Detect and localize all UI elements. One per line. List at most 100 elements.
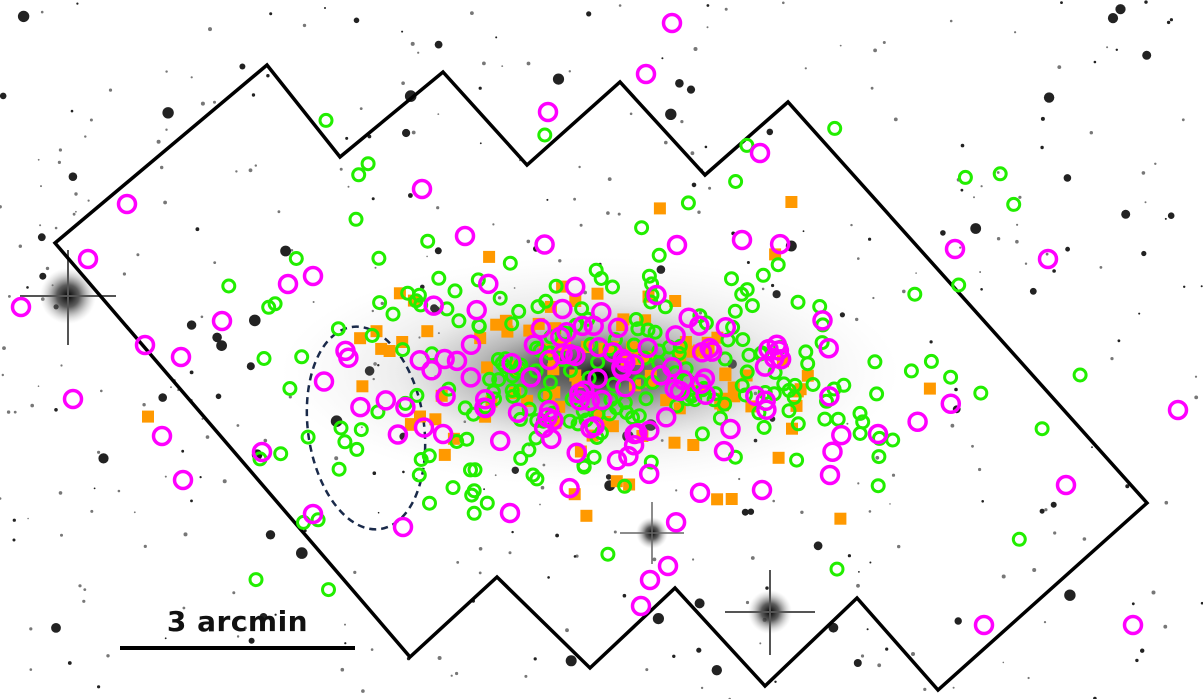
magenta-circle-marker <box>338 347 359 369</box>
green-circle-marker <box>504 383 520 398</box>
star <box>813 541 823 551</box>
orange-square-marker <box>490 318 503 331</box>
star <box>213 100 216 104</box>
magenta-circle-marker <box>454 225 476 247</box>
star <box>539 503 541 506</box>
magenta-circle-marker <box>665 325 686 346</box>
star <box>89 118 93 122</box>
star <box>949 19 953 23</box>
green-circle-marker <box>333 420 349 436</box>
green-circle-marker <box>530 299 546 315</box>
star <box>426 255 428 258</box>
star <box>434 247 442 255</box>
magenta-circle-marker <box>669 380 691 402</box>
star <box>923 687 927 692</box>
star <box>1050 501 1057 508</box>
star <box>249 314 261 327</box>
star <box>78 584 82 588</box>
star <box>980 185 983 188</box>
star <box>199 476 202 479</box>
star <box>164 475 167 478</box>
magenta-circle-marker <box>661 12 683 34</box>
green-circle-marker <box>606 376 621 392</box>
magenta-circle-marker <box>638 463 660 485</box>
magenta-circle-marker <box>867 423 889 445</box>
star <box>156 139 161 144</box>
magenta-circle-marker <box>474 389 496 410</box>
magenta-circle-marker <box>523 334 545 355</box>
star <box>39 272 47 280</box>
magenta-circle-marker <box>646 284 667 306</box>
star <box>259 613 268 621</box>
star <box>573 197 576 201</box>
green-circle-marker <box>836 377 852 393</box>
star <box>478 547 483 551</box>
star <box>1135 658 1139 663</box>
magenta-circle-marker <box>151 425 173 447</box>
star <box>875 455 880 460</box>
star <box>1018 195 1022 199</box>
green-circle-marker <box>790 294 806 310</box>
star <box>12 538 16 542</box>
star <box>181 449 185 453</box>
green-circle-marker <box>712 410 728 426</box>
magenta-circle-marker <box>689 482 711 504</box>
star <box>1015 239 1019 244</box>
green-circle-marker <box>449 434 465 449</box>
green-circle-marker <box>310 512 326 528</box>
star <box>981 500 984 503</box>
green-circle-marker <box>521 401 537 417</box>
star <box>526 61 531 66</box>
star <box>84 135 87 138</box>
star <box>296 547 308 559</box>
magenta-circle-marker <box>755 390 776 412</box>
orange-square-marker <box>719 367 732 380</box>
star <box>1144 0 1148 4</box>
star <box>183 532 188 537</box>
star <box>952 686 955 689</box>
magenta-circle-marker <box>623 354 645 375</box>
star <box>345 136 349 140</box>
green-circle-marker <box>728 174 744 189</box>
star <box>1099 266 1103 269</box>
star <box>1144 201 1147 204</box>
magenta-circle-marker <box>751 479 773 501</box>
star <box>1016 223 1019 226</box>
star <box>374 266 377 269</box>
green-circle-marker <box>521 442 537 458</box>
orange-square-marker <box>687 439 700 451</box>
star <box>872 296 875 300</box>
star <box>868 510 872 513</box>
star <box>782 1 785 5</box>
star <box>58 491 63 495</box>
star <box>108 88 113 92</box>
star <box>74 192 78 196</box>
orange-square-marker <box>725 493 738 505</box>
star <box>1154 162 1157 165</box>
star <box>800 510 804 514</box>
green-circle-marker <box>867 354 883 370</box>
star <box>200 315 204 319</box>
green-circle-marker <box>351 167 367 183</box>
magenta-circle-marker <box>460 367 482 388</box>
star <box>213 261 217 264</box>
green-circle-marker <box>267 296 283 312</box>
magenta-circle-marker <box>434 348 455 370</box>
star <box>860 654 865 658</box>
star <box>243 626 247 630</box>
orange-square-marker <box>711 493 724 506</box>
star <box>692 558 695 561</box>
star <box>746 261 750 264</box>
green-circle-marker <box>273 446 289 462</box>
magenta-circle-marker <box>630 595 652 617</box>
green-circle-marker <box>445 480 461 496</box>
star <box>1057 65 1062 69</box>
magenta-circle-marker <box>499 502 521 524</box>
green-circle-marker <box>951 277 967 293</box>
star <box>339 167 343 171</box>
star <box>573 555 577 558</box>
star <box>911 652 915 656</box>
star <box>158 393 167 402</box>
green-circle-marker <box>395 342 411 358</box>
